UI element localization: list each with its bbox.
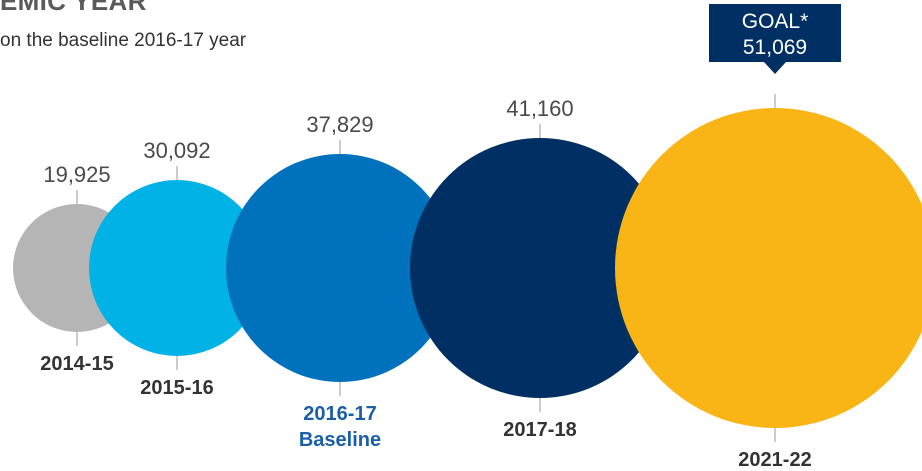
category-label: 2016-17	[303, 403, 376, 425]
value-label: 19,925	[43, 162, 110, 187]
value-label: 37,829	[306, 112, 373, 137]
category-label: 2014-15	[40, 353, 113, 375]
value-label: 41,160	[506, 96, 573, 121]
goal-callout-box	[709, 4, 841, 74]
bubble-2021-22	[615, 108, 922, 428]
goal-value-label: 51,069	[743, 36, 807, 59]
value-label: 30,092	[143, 138, 210, 163]
chart-subtitle: on the baseline 2016-17 year	[0, 30, 247, 51]
category-sublabel: Baseline	[299, 429, 381, 451]
goal-label: GOAL*	[742, 10, 809, 33]
bubble-2016-17	[226, 154, 454, 382]
category-label: 2015-16	[140, 377, 213, 399]
bubble-2017-18	[410, 138, 670, 398]
category-label: 2017-18	[503, 419, 576, 441]
bubble-2015-16	[89, 180, 265, 356]
category-label: 2021-22	[738, 449, 811, 471]
chart-title: EMIC YEAR	[0, 0, 147, 16]
